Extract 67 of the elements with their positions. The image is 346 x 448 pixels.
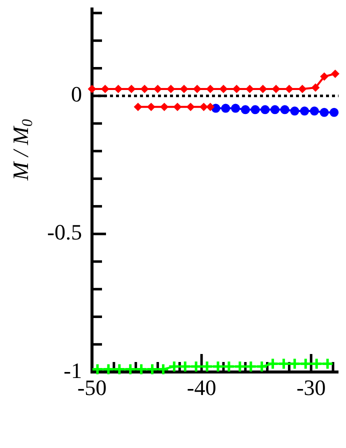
point [166, 84, 175, 93]
point [190, 360, 202, 373]
point [200, 102, 208, 111]
point [134, 102, 142, 111]
point [290, 106, 300, 116]
point [135, 362, 148, 376]
point [277, 357, 290, 370]
point [246, 84, 254, 93]
point [154, 84, 162, 93]
point [298, 84, 306, 93]
point [147, 102, 156, 111]
point [173, 102, 182, 111]
point [221, 104, 230, 113]
point [310, 106, 319, 116]
point [206, 84, 214, 93]
point [285, 84, 294, 93]
point [124, 362, 137, 376]
point [256, 360, 268, 373]
point [320, 72, 328, 81]
point [321, 357, 334, 370]
point [88, 84, 96, 93]
point [260, 105, 270, 114]
point [234, 360, 246, 373]
point [127, 84, 136, 93]
point [299, 357, 312, 370]
point [258, 84, 267, 93]
point [240, 105, 250, 114]
point [250, 105, 260, 114]
point [288, 357, 301, 370]
point [160, 102, 168, 111]
y-axis-title: M / M0 [8, 118, 36, 182]
point [186, 102, 195, 111]
x-tick-label: -40 [186, 374, 216, 400]
point [168, 360, 180, 373]
point [222, 360, 236, 373]
point [232, 84, 241, 93]
point [140, 84, 149, 93]
point [320, 108, 329, 117]
point [272, 84, 280, 93]
point [231, 104, 240, 113]
point [280, 105, 290, 114]
x-tick-label: -30 [296, 374, 326, 400]
point [101, 84, 110, 93]
y-tick-label: -0.5 [47, 220, 82, 245]
point [310, 357, 323, 370]
point [266, 357, 280, 370]
point [156, 362, 170, 376]
point [200, 360, 214, 373]
y-tick-label: 0 [71, 82, 82, 107]
point [102, 362, 115, 376]
point [178, 360, 192, 373]
point [311, 84, 320, 92]
point [114, 84, 122, 93]
y-tick-label: -1 [64, 358, 82, 383]
point [300, 106, 310, 116]
point [146, 362, 159, 376]
point [113, 362, 126, 376]
point [193, 84, 202, 93]
point [180, 84, 188, 93]
point [331, 70, 340, 78]
point [206, 102, 214, 111]
point [244, 360, 258, 373]
point [212, 360, 224, 373]
point [270, 105, 280, 114]
point [330, 108, 339, 117]
point [219, 84, 228, 93]
point [91, 362, 104, 376]
